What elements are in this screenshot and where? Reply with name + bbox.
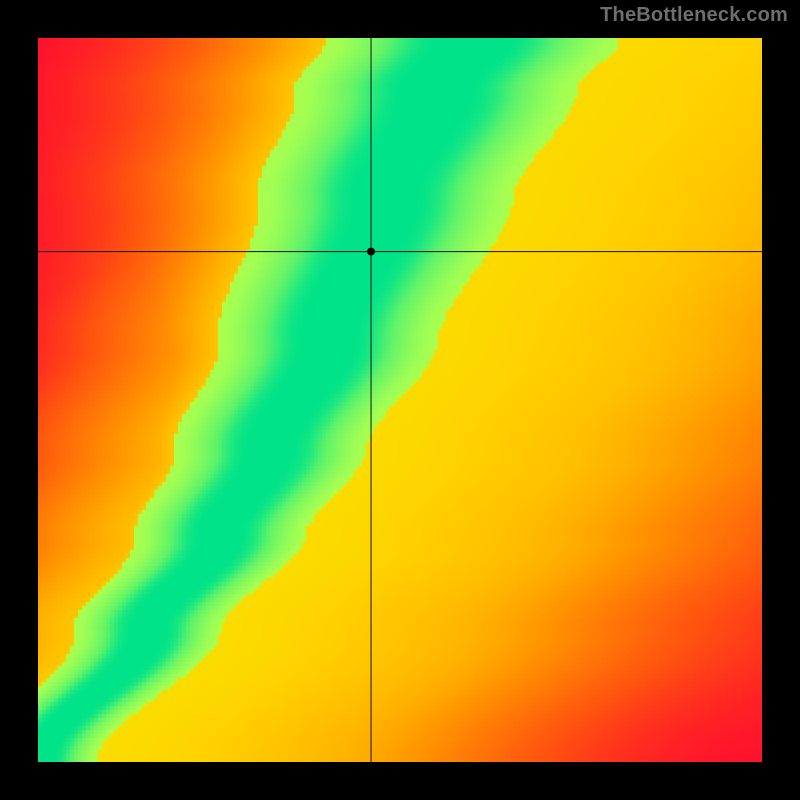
watermark-text: TheBottleneck.com	[600, 4, 788, 27]
bottleneck-heatmap	[38, 38, 762, 762]
chart-root: { "watermark": "TheBottleneck.com", "can…	[0, 0, 800, 800]
